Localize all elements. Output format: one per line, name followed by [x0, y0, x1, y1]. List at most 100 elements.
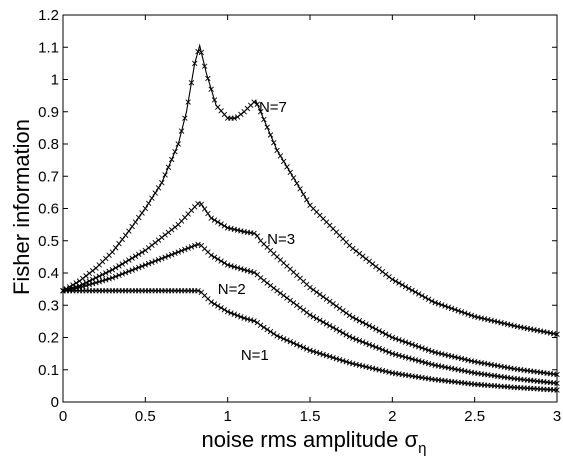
- data-point-marker: [356, 250, 363, 257]
- data-point-marker: [379, 329, 386, 336]
- x-tick-label: 1: [223, 408, 231, 425]
- data-point-marker: [221, 223, 228, 229]
- data-point-marker: [412, 289, 419, 295]
- y-tick-label: 0.7: [38, 168, 59, 185]
- data-point-marker: [99, 271, 106, 278]
- data-point-marker: [458, 355, 465, 362]
- data-point-marker: [224, 225, 231, 231]
- data-point-marker: [145, 245, 152, 251]
- data-point-marker: [277, 153, 284, 159]
- data-point-marker: [238, 228, 244, 234]
- data-point-marker: [238, 266, 244, 272]
- x-tick-label: 2.5: [464, 408, 485, 425]
- data-point-marker: [327, 353, 333, 360]
- data-point-marker: [122, 232, 129, 238]
- data-point-marker: [392, 351, 399, 358]
- data-point-marker: [399, 353, 405, 360]
- data-point-marker: [89, 268, 96, 274]
- data-point-marker: [109, 249, 116, 255]
- data-point-marker: [257, 109, 264, 115]
- data-point-marker: [313, 289, 320, 295]
- data-point-marker: [185, 99, 191, 105]
- data-point-marker: [396, 280, 402, 286]
- data-point-marker: [257, 322, 264, 328]
- y-axis-label: Fisher information: [9, 119, 34, 295]
- data-point-marker: [228, 263, 234, 269]
- data-point-marker: [271, 331, 277, 337]
- data-point-marker: [165, 229, 172, 236]
- data-point-marker: [126, 257, 132, 263]
- data-point-marker: [86, 278, 93, 284]
- data-point-marker: [307, 347, 313, 354]
- x-tick-label: 0.5: [135, 408, 156, 425]
- data-point-marker: [399, 282, 405, 288]
- data-point-marker: [356, 338, 363, 344]
- data-point-marker: [379, 268, 386, 275]
- data-point-marker: [379, 347, 386, 353]
- data-point-marker: [392, 278, 399, 284]
- data-point-marker: [310, 287, 317, 293]
- x-tick-label: 1.5: [300, 408, 321, 425]
- data-point-marker: [554, 387, 560, 393]
- data-point-marker: [386, 369, 392, 375]
- data-point-marker: [313, 315, 320, 322]
- data-point-marker: [112, 245, 119, 251]
- data-point-marker: [422, 294, 428, 301]
- data-point-marker: [313, 349, 320, 356]
- data-point-marker: [389, 276, 396, 283]
- data-point-marker: [402, 339, 409, 345]
- data-point-marker: [445, 352, 452, 359]
- data-point-marker: [244, 267, 251, 274]
- y-tick-label: 0.2: [38, 330, 59, 347]
- data-point-marker: [504, 321, 511, 327]
- data-point-marker: [132, 219, 139, 225]
- data-point-marker: [159, 234, 165, 241]
- data-point-marker: [168, 156, 175, 163]
- series-line-n-3: [62, 201, 558, 376]
- data-point-marker: [435, 301, 442, 307]
- data-point-marker: [201, 63, 208, 69]
- data-point-marker: [251, 230, 257, 237]
- data-point-marker: [406, 340, 412, 347]
- data-point-marker: [481, 316, 488, 322]
- data-point-marker: [63, 286, 70, 292]
- data-point-marker: [109, 267, 116, 273]
- data-point-marker: [554, 331, 560, 337]
- data-point-marker: [149, 259, 155, 266]
- data-point-marker: [73, 284, 79, 290]
- data-point-marker: [129, 223, 135, 230]
- data-point-marker: [139, 210, 145, 216]
- data-point-marker: [155, 237, 162, 243]
- data-point-marker: [280, 292, 287, 299]
- data-point-marker: [369, 343, 376, 349]
- data-point-marker: [323, 321, 330, 327]
- x-tick-label: 2: [388, 408, 396, 425]
- data-point-marker: [122, 259, 129, 265]
- data-point-marker: [376, 367, 382, 373]
- data-point-marker: [195, 288, 201, 294]
- data-point-marker: [353, 316, 359, 322]
- data-point-marker: [238, 314, 244, 320]
- series-label-n-1: N=1: [241, 347, 269, 364]
- data-point-marker: [103, 270, 109, 276]
- data-point-marker: [376, 266, 382, 272]
- data-point-marker: [172, 224, 178, 230]
- data-point-marker: [333, 355, 340, 362]
- data-point-marker: [129, 267, 135, 273]
- data-point-marker: [415, 344, 422, 350]
- data-point-marker: [142, 205, 149, 212]
- data-point-marker: [211, 217, 218, 223]
- data-point-marker: [366, 258, 372, 265]
- data-point-marker: [415, 358, 422, 364]
- data-point-marker: [343, 310, 349, 316]
- data-point-marker: [93, 275, 99, 281]
- data-point-marker: [373, 366, 379, 372]
- data-point-marker: [96, 273, 102, 279]
- data-point-marker: [340, 308, 346, 314]
- data-point-marker: [106, 268, 112, 275]
- data-point-marker: [432, 349, 438, 356]
- data-point-marker: [267, 328, 274, 335]
- data-point-marker: [310, 348, 317, 355]
- data-point-marker: [132, 253, 139, 259]
- data-point-marker: [205, 75, 211, 82]
